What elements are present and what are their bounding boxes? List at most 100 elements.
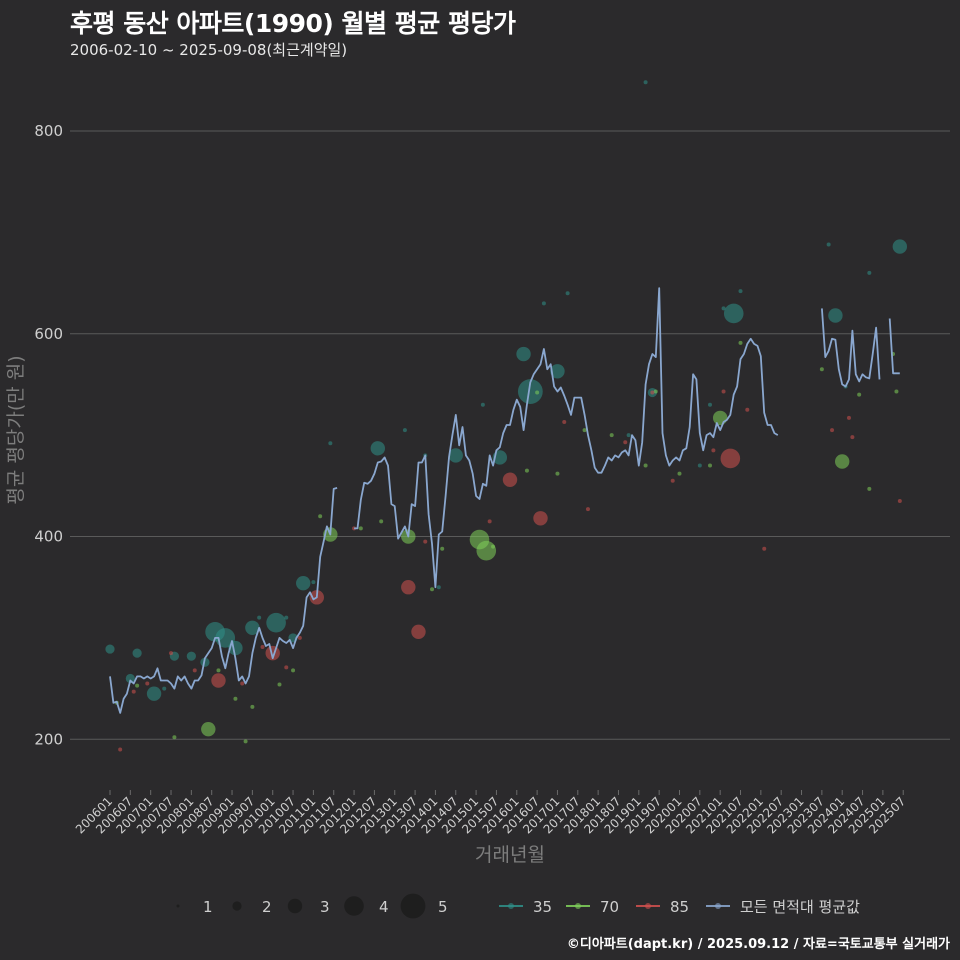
point-35 bbox=[541, 301, 546, 306]
point-85 bbox=[711, 448, 716, 453]
point-35 bbox=[550, 364, 565, 379]
point-35 bbox=[828, 308, 843, 323]
point-85 bbox=[487, 519, 492, 524]
point-70 bbox=[653, 389, 658, 394]
point-35 bbox=[146, 686, 162, 701]
point-35 bbox=[626, 433, 631, 438]
point-70 bbox=[894, 389, 899, 394]
point-35 bbox=[186, 651, 196, 661]
y-tick-label: 600 bbox=[34, 325, 63, 343]
y-tick-label: 400 bbox=[34, 528, 63, 546]
point-70 bbox=[867, 486, 872, 491]
average-line bbox=[821, 308, 881, 388]
point-85 bbox=[423, 539, 428, 544]
point-70 bbox=[201, 721, 216, 737]
point-85 bbox=[118, 747, 123, 752]
point-85 bbox=[762, 546, 767, 551]
legend-size-key bbox=[344, 896, 364, 916]
point-85 bbox=[502, 472, 518, 487]
point-70 bbox=[712, 410, 728, 426]
point-35 bbox=[370, 441, 385, 456]
point-35 bbox=[565, 291, 570, 296]
point-35 bbox=[723, 303, 744, 324]
point-35 bbox=[284, 615, 289, 620]
legend-size-label: 5 bbox=[438, 898, 448, 916]
point-70 bbox=[609, 433, 614, 438]
average-line bbox=[354, 287, 779, 589]
point-35 bbox=[245, 620, 260, 635]
legend-size-key bbox=[232, 901, 242, 911]
point-85 bbox=[830, 428, 835, 433]
legend-series-dot bbox=[715, 903, 721, 909]
point-70 bbox=[233, 696, 238, 701]
point-85 bbox=[260, 645, 265, 650]
point-70 bbox=[643, 463, 648, 468]
point-35 bbox=[402, 428, 407, 433]
legend-series-label: 85 bbox=[670, 898, 689, 916]
point-85 bbox=[585, 507, 590, 512]
x-axis-label: 거래년월 bbox=[475, 844, 545, 866]
point-70 bbox=[250, 704, 255, 709]
point-70 bbox=[318, 514, 323, 519]
point-70 bbox=[555, 471, 560, 476]
average-line bbox=[109, 487, 338, 714]
point-70 bbox=[379, 519, 384, 524]
point-35 bbox=[480, 402, 485, 407]
point-35 bbox=[516, 346, 531, 362]
legend-series-dot bbox=[575, 903, 581, 909]
point-35 bbox=[892, 239, 908, 254]
point-70 bbox=[857, 392, 862, 397]
point-70 bbox=[172, 735, 177, 740]
point-85 bbox=[297, 635, 302, 640]
point-70 bbox=[277, 682, 282, 687]
point-85 bbox=[670, 478, 675, 483]
point-85 bbox=[401, 580, 416, 595]
legend-size-label: 1 bbox=[203, 898, 213, 916]
point-70 bbox=[476, 540, 497, 561]
point-35 bbox=[697, 463, 702, 468]
y-tick-label: 800 bbox=[34, 122, 63, 140]
point-35 bbox=[215, 628, 236, 648]
y-axis-label: 평균 평당가(만 원) bbox=[5, 355, 27, 504]
legend-series-label: 70 bbox=[600, 898, 619, 916]
point-70 bbox=[524, 468, 529, 473]
legend: 1 2 3 4 5 35 70 85 모든 면적대 평균값 bbox=[176, 893, 860, 919]
point-85 bbox=[846, 415, 851, 420]
point-35 bbox=[708, 402, 712, 407]
point-85 bbox=[240, 681, 245, 686]
footer-credit: ©디아파트(dapt.kr) / 2025.09.12 / 자료=국토교통부 실… bbox=[566, 937, 950, 952]
point-35 bbox=[517, 379, 543, 404]
x-axis-ticks: 2006012006072007012007072008012008072009… bbox=[73, 790, 908, 837]
point-70 bbox=[677, 471, 682, 476]
point-85 bbox=[850, 435, 855, 440]
grid-layer bbox=[70, 130, 950, 740]
average-line bbox=[888, 318, 900, 375]
point-35 bbox=[257, 615, 262, 620]
y-axis-ticks: 200 400 600 800 bbox=[34, 122, 63, 748]
point-35 bbox=[738, 289, 743, 294]
point-70 bbox=[535, 390, 540, 395]
point-70 bbox=[440, 546, 445, 551]
legend-size-label: 2 bbox=[262, 898, 272, 916]
point-35 bbox=[162, 686, 167, 691]
point-85 bbox=[650, 390, 655, 395]
point-35 bbox=[721, 306, 726, 311]
point-70 bbox=[835, 454, 850, 469]
point-85 bbox=[745, 407, 750, 412]
legend-series-dot bbox=[508, 903, 514, 909]
legend-series-dot bbox=[645, 903, 651, 909]
point-35 bbox=[826, 242, 831, 247]
point-85 bbox=[352, 526, 357, 531]
point-35 bbox=[328, 441, 333, 446]
chart-subtitle: 2006-02-10 ~ 2025-09-08(최근계약일) bbox=[70, 41, 348, 59]
point-85 bbox=[211, 673, 226, 688]
point-70 bbox=[738, 340, 743, 345]
point-70 bbox=[358, 526, 363, 531]
scatter-points bbox=[105, 80, 908, 752]
point-85 bbox=[897, 499, 902, 504]
point-85 bbox=[145, 681, 150, 686]
legend-size-key bbox=[400, 893, 426, 919]
point-85 bbox=[192, 668, 197, 673]
chart-title: 후평 동산 아파트(1990) 월별 평균 평당가 bbox=[70, 9, 516, 38]
point-35 bbox=[266, 612, 286, 633]
